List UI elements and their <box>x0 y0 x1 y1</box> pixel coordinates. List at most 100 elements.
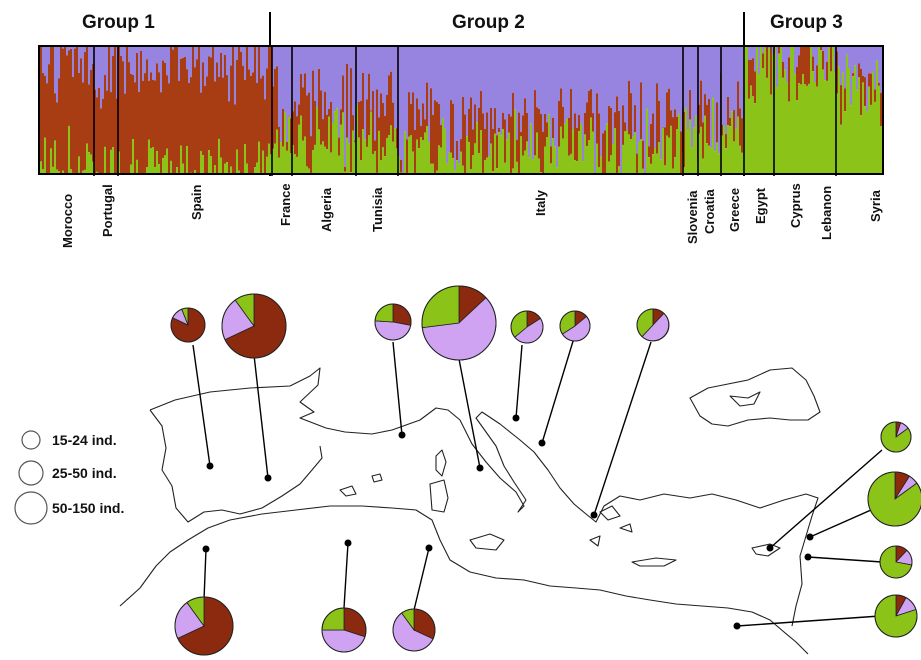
ancestry-bar-segment-purple <box>236 47 238 60</box>
ancestry-bar-segment-purple <box>522 47 524 116</box>
ancestry-bar-segment-purple <box>346 47 348 64</box>
ancestry-bar-segment-green <box>612 144 614 173</box>
pie-morocco <box>174 596 234 656</box>
ancestry-bar-segment-purple <box>608 47 610 106</box>
ancestry-bar-segment-green <box>412 151 414 173</box>
ancestry-bar-segment-red <box>868 73 870 87</box>
ancestry-bar-segment-purple <box>480 47 482 91</box>
ancestry-bar-segment-purple <box>448 47 450 153</box>
ancestry-bar-segment-green <box>654 148 656 173</box>
ancestry-bar-segment-red <box>492 128 494 172</box>
ancestry-bar-segment-purple <box>858 47 860 64</box>
ancestry-bar-segment-red <box>268 47 270 144</box>
ancestry-bar-segment-purple <box>698 47 700 105</box>
ancestry-bar-segment-red <box>390 71 392 126</box>
ancestry-bar-segment-red <box>584 113 586 135</box>
ancestry-bar-segment-red <box>878 82 880 86</box>
ancestry-bar-segment-purple <box>350 47 352 69</box>
ancestry-bar-segment-purple <box>412 47 414 93</box>
ancestry-bar-segment-purple <box>492 47 494 129</box>
ancestry-bar-segment-purple <box>460 47 462 140</box>
ancestry-bar-segment-purple <box>120 47 122 56</box>
ancestry-bar-segment-green <box>284 112 286 173</box>
ancestry-bar-segment-red <box>586 102 588 147</box>
ancestry-bar-segment-purple <box>138 47 140 92</box>
ancestry-bar-segment-red <box>526 113 528 142</box>
ancestry-bar-segment-purple <box>687 47 689 130</box>
ancestry-bar-segment-green <box>866 110 868 173</box>
ancestry-bar-segment-red <box>670 110 672 126</box>
pie-cyprus <box>880 421 912 453</box>
ancestry-bar-segment-purple <box>488 47 490 157</box>
ancestry-bar-segment-green <box>452 158 454 173</box>
ancestry-bar-segment-green <box>674 157 676 173</box>
pie-outline <box>879 545 913 579</box>
ancestry-bar-segment-green <box>660 159 662 173</box>
ancestry-bar-segment-purple <box>592 47 594 114</box>
ancestry-bar-segment-green <box>714 151 716 173</box>
ancestry-bar-segment-purple <box>794 47 796 74</box>
ancestry-bar-segment-purple <box>430 47 432 89</box>
ancestry-bar-segment-green <box>404 131 406 173</box>
location-dot <box>590 511 598 519</box>
ancestry-bar-segment-green <box>508 132 510 173</box>
ancestry-bar-segment-purple <box>640 47 642 83</box>
ancestry-bar-segment-purple <box>42 47 44 73</box>
ancestry-bar-segment-red <box>562 106 564 139</box>
ancestry-bar-segment-green <box>468 142 470 173</box>
ancestry-bar-segment-purple <box>584 47 586 113</box>
ancestry-bar-segment-red <box>134 82 136 173</box>
ancestry-bar-segment-purple <box>380 47 382 94</box>
ancestry-bar-segment-green <box>592 131 594 173</box>
ancestry-bar-segment-red <box>480 90 482 131</box>
ancestry-bar-segment-green <box>408 136 410 173</box>
ancestry-bar-segment-red <box>420 125 422 138</box>
ancestry-bar-segment-green <box>712 97 714 173</box>
ancestry-bar-segment-red <box>212 47 214 173</box>
ancestry-bar-segment-red <box>737 81 739 117</box>
north-africa-coastline <box>119 505 809 655</box>
ancestry-bar-segment-purple <box>478 47 480 108</box>
ancestry-bar-segment-purple <box>202 47 204 63</box>
ancestry-bar-segment-red <box>310 136 312 173</box>
ancestry-bar-segment-red <box>550 146 552 164</box>
ancestry-bar-segment-red <box>42 72 44 170</box>
ancestry-bar-segment-purple <box>172 47 174 50</box>
ancestry-bar-segment-red <box>342 75 344 113</box>
ancestry-bar-segment-purple <box>616 47 618 97</box>
ancestry-bar-segment-red <box>350 68 352 173</box>
ancestry-bar-segment-green <box>374 151 376 173</box>
pie-outline <box>874 594 918 638</box>
ancestry-bar-segment-green <box>278 157 280 173</box>
ancestry-bar-segment-purple <box>68 47 70 51</box>
pie-tunisia <box>392 608 436 652</box>
ancestry-bar-segment-red <box>590 89 592 118</box>
ancestry-bar-segment-purple <box>500 47 502 136</box>
ancestry-bar-segment-green <box>600 156 602 173</box>
ancestry-bar-segment-red <box>92 63 94 162</box>
ancestry-bar-segment-green <box>372 154 374 173</box>
ancestry-bar-segment-red <box>634 105 636 133</box>
ancestry-bar-segment-purple <box>354 47 356 141</box>
ancestry-bar-segment-green <box>802 74 804 173</box>
ancestry-bar-segment-purple <box>94 47 96 90</box>
ancestry-bar-segment-red <box>320 90 322 145</box>
ancestry-bar-segment-green <box>590 117 592 173</box>
ancestry-bar-segment-red <box>474 104 476 144</box>
ancestry-bar-segment-purple <box>828 47 830 48</box>
ancestry-bar-segment-green <box>756 47 758 173</box>
ancestry-bar-segment-purple <box>296 47 298 117</box>
pie-slovenia <box>510 310 544 344</box>
ancestry-bar-segment-green <box>426 126 428 173</box>
ancestry-bar-segment-purple <box>204 47 206 86</box>
ancestry-bar-segment-purple <box>82 47 84 83</box>
ancestry-bar-segment-red <box>192 47 194 173</box>
corsica-outline <box>435 449 447 477</box>
ancestry-bar-segment-purple <box>376 47 378 90</box>
ancestry-bar-segment-red <box>862 75 864 83</box>
ancestry-bar-segment-red <box>130 74 132 165</box>
ancestry-bar-segment-green <box>294 154 296 173</box>
ancestry-bar-segment-purple <box>768 47 770 49</box>
ancestry-bar-segment-red <box>674 109 676 158</box>
ancestry-bar-segment-purple <box>456 47 458 141</box>
